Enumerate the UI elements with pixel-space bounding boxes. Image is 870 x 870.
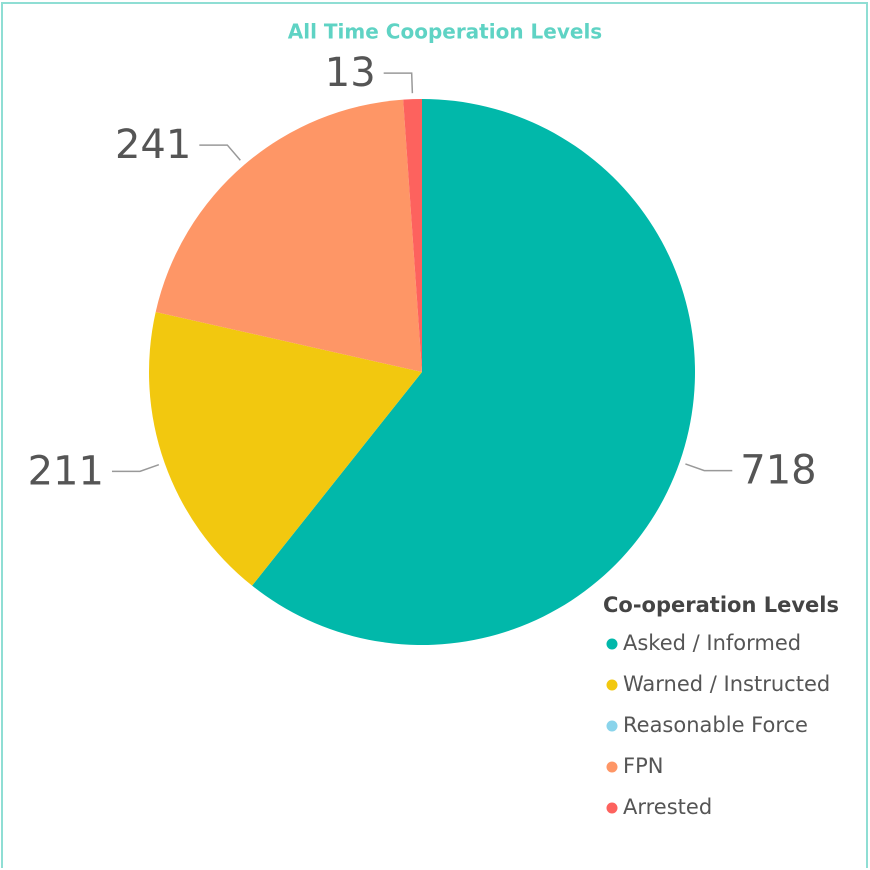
legend-marker: [606, 679, 618, 691]
pie-slice: [155, 99, 422, 372]
legend-marker: [606, 761, 618, 773]
leader-line: [199, 144, 241, 161]
data-label: 241: [115, 122, 191, 168]
leader-line: [685, 463, 733, 472]
legend-label: Reasonable Force: [623, 713, 808, 737]
data-label: 718: [740, 448, 816, 494]
legend-marker: [606, 720, 618, 732]
legend-marker: [606, 638, 618, 650]
legend-label: Asked / Informed: [623, 631, 801, 655]
legend-label: Warned / Instructed: [623, 672, 830, 696]
legend-label: Arrested: [623, 795, 712, 819]
leader-line: [383, 72, 414, 94]
legend-title: Co-operation Levels: [603, 593, 839, 617]
chart-title: All Time Cooperation Levels: [288, 20, 602, 44]
data-label: 211: [28, 448, 104, 494]
pie-slice: [149, 311, 422, 586]
legend-label: FPN: [623, 754, 663, 778]
pie-slice: [252, 99, 695, 645]
pie-slice: [403, 99, 422, 372]
leader-line: [111, 463, 160, 473]
legend-marker: [606, 802, 618, 814]
data-label: 13: [325, 50, 376, 96]
